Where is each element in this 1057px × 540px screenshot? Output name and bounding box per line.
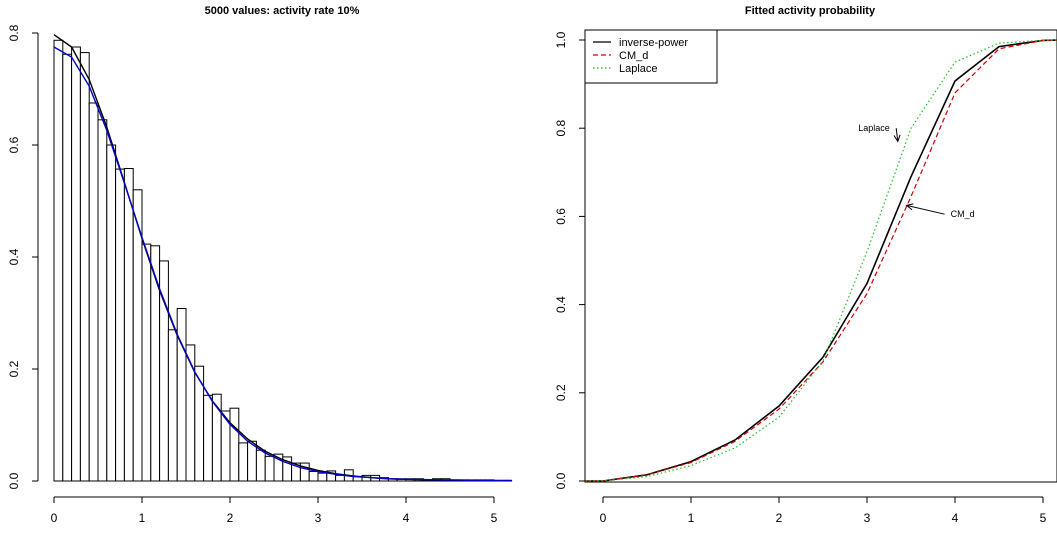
legend-label: inverse-power <box>619 37 688 49</box>
probability-y-axis: 0.0 0.2 0.4 0.6 0.8 1.0 <box>554 31 586 489</box>
histogram-bar <box>106 144 117 482</box>
probability-x-axis: 0 1 2 3 4 5 <box>600 496 1047 525</box>
histogram-bar <box>123 168 134 482</box>
density-curve-blue <box>53 46 512 482</box>
legend-label: CM_d <box>619 50 648 62</box>
histogram-bar <box>203 394 213 482</box>
histogram-bar <box>255 449 266 482</box>
y-tick-label: 0.6 <box>554 208 568 225</box>
histogram-bar <box>229 407 240 482</box>
annotation-arrowhead <box>893 134 901 143</box>
x-tick-label: 3 <box>864 511 871 525</box>
x-tick-label: 3 <box>315 511 322 525</box>
y-tick-label: 0.4 <box>554 296 568 313</box>
x-tick-label: 4 <box>952 511 959 525</box>
x-tick-label: 5 <box>1040 511 1047 525</box>
x-tick-label: 5 <box>491 511 498 525</box>
y-tick-label: 0.0 <box>7 472 21 489</box>
histogram-bar <box>308 470 319 482</box>
histogram-bar <box>53 39 64 482</box>
annotation-arrow <box>906 204 945 215</box>
y-tick-label: 1.0 <box>554 31 568 48</box>
histogram-title: 5000 values: activity rate 10% <box>205 5 360 17</box>
annotation-label: CM_d <box>951 209 975 219</box>
histogram-y-axis: 0.0 0.2 0.4 0.6 0.8 <box>7 24 39 489</box>
x-tick-label: 2 <box>227 511 234 525</box>
annotation-arrowhead <box>905 203 914 211</box>
histogram-x-axis: 0 1 2 3 4 5 <box>51 496 498 525</box>
histogram-bar <box>62 53 73 482</box>
histogram-bar <box>150 245 161 482</box>
annotation-arrow <box>895 128 899 142</box>
y-tick-label: 0.8 <box>7 24 21 41</box>
x-tick-label: 0 <box>51 511 58 525</box>
histogram-bars <box>53 39 513 482</box>
histogram-bar <box>238 442 249 482</box>
y-tick-label: 0.6 <box>7 136 21 153</box>
y-tick-label: 0.8 <box>554 120 568 137</box>
legend-box <box>584 29 718 84</box>
probability-lines <box>585 39 1057 482</box>
histogram-bar <box>335 474 345 482</box>
x-tick-label: 1 <box>688 511 695 525</box>
annotation-label: Laplace <box>858 123 890 133</box>
y-tick-label: 0.0 <box>554 472 568 489</box>
histogram-bar <box>317 472 328 482</box>
histogram-bar <box>88 102 99 482</box>
x-tick-label: 0 <box>600 511 607 525</box>
annotations: Laplace CM_d <box>858 123 974 219</box>
histogram-bar <box>115 168 125 482</box>
histogram-bar <box>167 329 178 482</box>
series-line <box>585 39 1057 482</box>
histogram-bar <box>176 308 187 482</box>
histogram-bar <box>264 455 275 482</box>
series-line <box>585 39 1057 482</box>
series-line <box>585 39 1057 482</box>
probability-panel: Fitted activity probability LaplaceCM_d … <box>554 5 1057 525</box>
density-curves <box>53 34 512 482</box>
legend-label: Laplace <box>619 63 658 75</box>
histogram-bar <box>141 243 152 482</box>
histogram-panel: 5000 values: activity rate 10% 0 1 2 3 4 5 0.… <box>7 5 513 525</box>
y-tick-label: 0.2 <box>7 360 21 377</box>
x-tick-label: 4 <box>403 511 410 525</box>
y-tick-label: 0.4 <box>7 248 21 265</box>
histogram-bar <box>79 52 90 482</box>
histogram-bar <box>185 344 196 482</box>
probability-title: Fitted activity probability <box>745 5 876 17</box>
x-tick-label: 2 <box>776 511 783 525</box>
histogram-bar <box>71 46 81 482</box>
histogram-bar <box>247 440 257 482</box>
y-tick-label: 0.2 <box>554 384 568 401</box>
x-tick-label: 1 <box>139 511 146 525</box>
plot-frame <box>584 29 1057 483</box>
histogram-bar <box>97 119 108 482</box>
